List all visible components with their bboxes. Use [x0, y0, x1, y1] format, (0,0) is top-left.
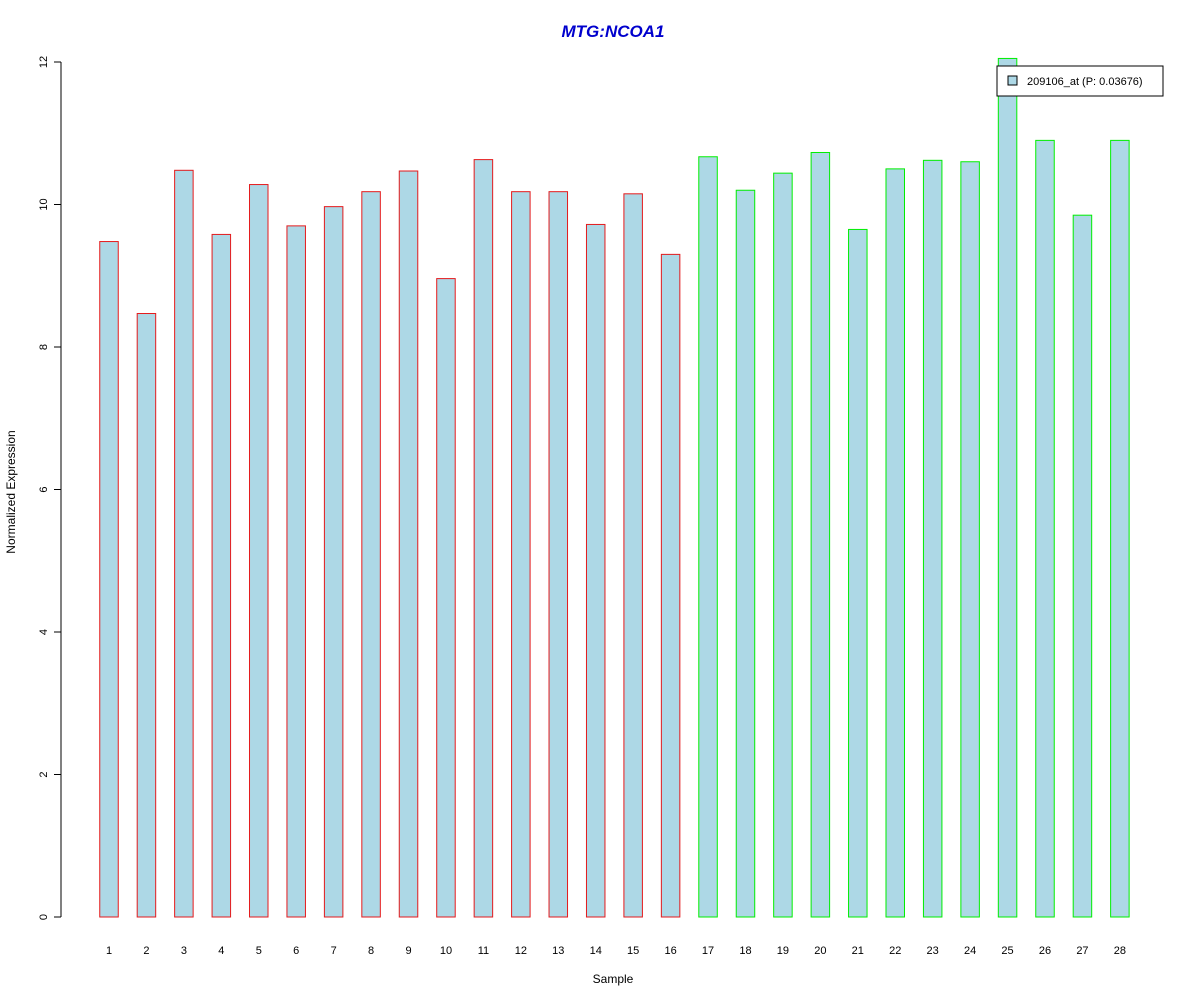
bar: [473, 159, 494, 918]
x-tick-label: 21: [852, 945, 864, 957]
x-tick-label: 5: [256, 945, 262, 957]
x-tick-label: 26: [1039, 945, 1051, 957]
chart-title: MTG:NCOA1: [562, 22, 665, 41]
bar: [436, 278, 456, 918]
bars: [99, 57, 1130, 918]
bar: [1072, 214, 1093, 918]
legend-box: [996, 65, 1164, 97]
x-tick-label: 27: [1076, 945, 1088, 957]
bar: [848, 228, 868, 918]
bar: [174, 169, 194, 918]
x-tick-label: 11: [478, 945, 489, 957]
x-tick-labels: 1 2 3 4 5 6 7 8 9 10 11 12 13 14 15 16 17 18 19 20 21 22 23 24 2…: [106, 945, 1126, 957]
y-tick-label: 8: [38, 344, 50, 350]
x-tick-label: 7: [331, 945, 337, 957]
x-tick-label: 28: [1114, 945, 1126, 957]
y-tick-label: 12: [38, 56, 50, 68]
x-tick-label: 25: [1001, 945, 1013, 957]
x-tick-label: 3: [181, 945, 187, 957]
bar: [286, 225, 306, 918]
bar: [1110, 139, 1130, 918]
bar: [136, 313, 157, 918]
bar: [997, 57, 1018, 918]
x-tick-label: 22: [889, 945, 901, 957]
bar: [885, 168, 905, 918]
y-axis-title: Normalized Expression: [4, 430, 18, 553]
x-tick-label: 17: [702, 945, 714, 957]
bar: [1035, 139, 1055, 918]
legend-swatch: [1007, 75, 1018, 86]
bar: [660, 253, 681, 918]
x-tick-label: 14: [590, 945, 602, 957]
x-tick-label: 4: [218, 945, 224, 957]
bar: [99, 241, 119, 918]
bar: [361, 191, 381, 918]
bar: [623, 193, 643, 918]
x-tick-label: 15: [627, 945, 639, 957]
bar: [735, 189, 756, 918]
x-axis-title: Sample: [593, 972, 634, 986]
bar: [810, 151, 831, 918]
x-tick-label: 6: [293, 945, 299, 957]
bar: [585, 223, 606, 918]
y-tick-label: 2: [38, 771, 50, 777]
legend: 209106_at (P: 0.03676): [996, 65, 1164, 97]
x-tick-label: 12: [515, 945, 527, 957]
x-tick-label: 16: [664, 945, 676, 957]
x-tick-label: 13: [552, 945, 564, 957]
bar: [960, 161, 980, 918]
bar: [323, 206, 344, 918]
bar: [773, 172, 793, 918]
bar: [249, 184, 269, 918]
bar: [698, 156, 718, 918]
y-axis: 0 2 4 6 8 10 12: [38, 56, 62, 920]
x-tick-label: 24: [964, 945, 976, 957]
legend-label: 209106_at (P: 0.03676): [1027, 76, 1143, 88]
x-tick-label: 10: [440, 945, 452, 957]
bar: [211, 233, 232, 918]
x-tick-label: 19: [777, 945, 789, 957]
x-tick-label: 23: [927, 945, 939, 957]
y-tick-label: 0: [38, 914, 50, 920]
bar: [511, 191, 531, 918]
bar: [922, 159, 943, 918]
x-tick-label: 20: [814, 945, 826, 957]
x-tick-label: 2: [143, 945, 149, 957]
x-tick-label: 8: [368, 945, 374, 957]
bar: [548, 191, 569, 918]
x-tick-label: 1: [106, 945, 112, 957]
y-tick-label: 6: [38, 486, 50, 492]
y-tick-label: 10: [38, 198, 50, 210]
bar: [398, 170, 419, 918]
x-tick-label: 9: [405, 945, 411, 957]
x-tick-label: 18: [739, 945, 751, 957]
y-tick-label: 4: [38, 629, 50, 635]
